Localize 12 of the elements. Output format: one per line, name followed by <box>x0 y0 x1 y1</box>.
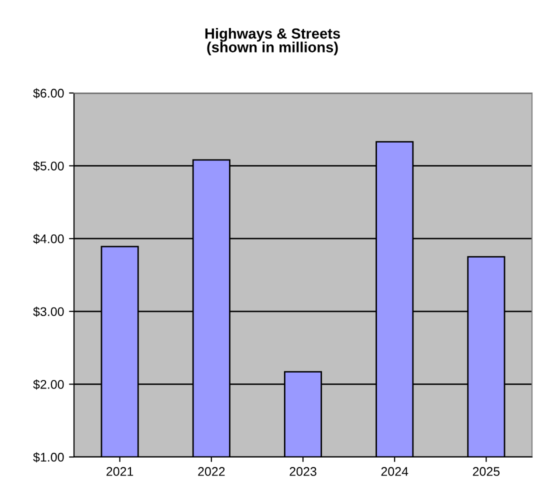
y-tick-label: $1.00 <box>33 452 64 462</box>
x-tick-label: 2024 <box>381 467 408 476</box>
y-tick-label: $5.00 <box>33 161 64 172</box>
y-tick-label: $3.00 <box>33 306 64 317</box>
y-tick-label: $2.00 <box>33 379 64 390</box>
y-tick-label: $6.00 <box>33 88 64 98</box>
y-tick-label: $4.00 <box>33 234 64 244</box>
chart-title: Highways & Streets (shown in millions) <box>205 28 340 56</box>
x-tick-label: 2021 <box>106 467 134 476</box>
x-tick-label: 2022 <box>198 467 225 476</box>
x-tick-label: 2025 <box>472 467 500 476</box>
x-tick-label: 2023 <box>290 467 316 476</box>
